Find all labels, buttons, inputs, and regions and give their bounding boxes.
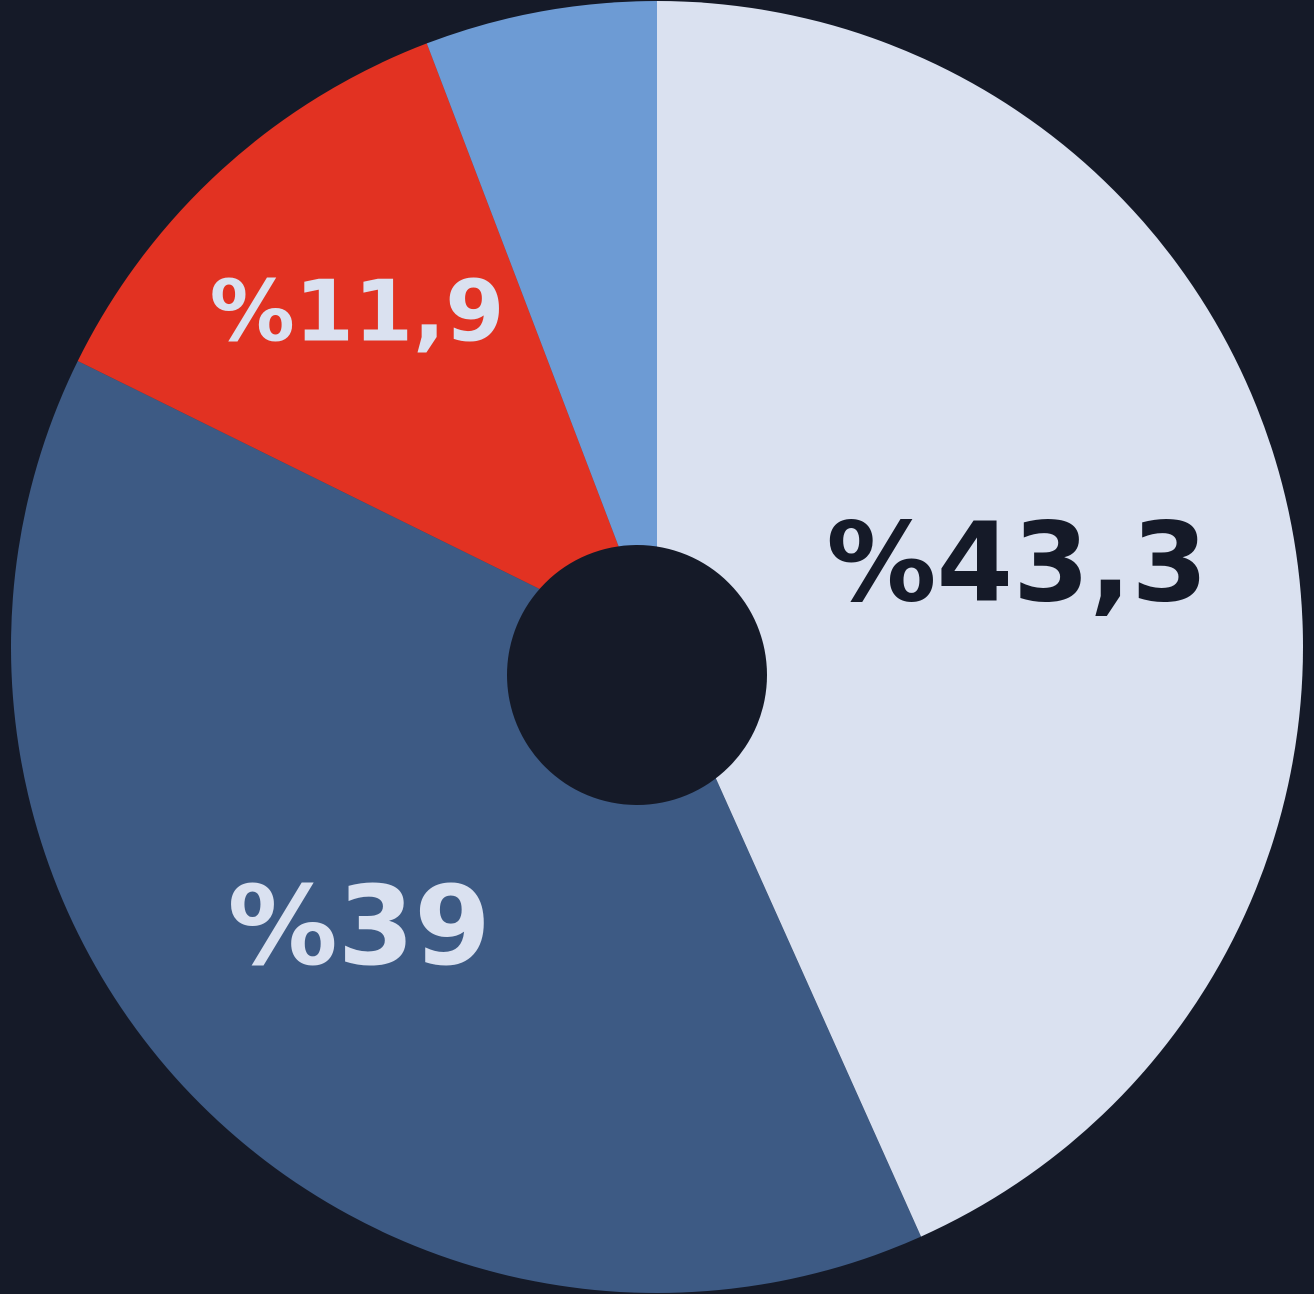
data-label: %43,3 xyxy=(826,498,1208,626)
pie-slice xyxy=(11,360,921,1293)
center-hole xyxy=(507,545,767,805)
pie-slice xyxy=(77,43,657,647)
data-label: %39 xyxy=(228,862,491,990)
data-label: %11,9 xyxy=(210,263,505,362)
pie-slice xyxy=(426,1,657,647)
pie-slice xyxy=(657,1,1303,1237)
